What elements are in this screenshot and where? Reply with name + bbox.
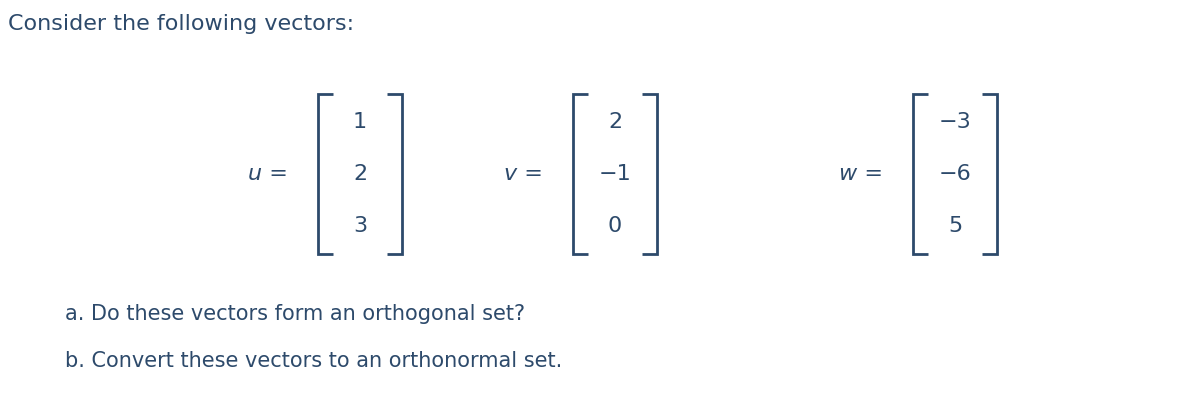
Text: b. Convert these vectors to an orthonormal set.: b. Convert these vectors to an orthonorm… (65, 351, 563, 371)
Text: u =: u = (248, 164, 288, 184)
Text: w =: w = (839, 164, 883, 184)
Text: Consider the following vectors:: Consider the following vectors: (8, 14, 354, 34)
Text: a. Do these vectors form an orthogonal set?: a. Do these vectors form an orthogonal s… (65, 304, 526, 324)
Text: 3: 3 (353, 216, 367, 236)
Text: −1: −1 (599, 164, 631, 184)
Text: 1: 1 (353, 112, 367, 132)
Text: v =: v = (504, 164, 544, 184)
Text: 5: 5 (948, 216, 962, 236)
Text: −3: −3 (938, 112, 971, 132)
Text: −6: −6 (938, 164, 971, 184)
Text: 2: 2 (608, 112, 622, 132)
Text: 2: 2 (353, 164, 367, 184)
Text: 0: 0 (608, 216, 622, 236)
